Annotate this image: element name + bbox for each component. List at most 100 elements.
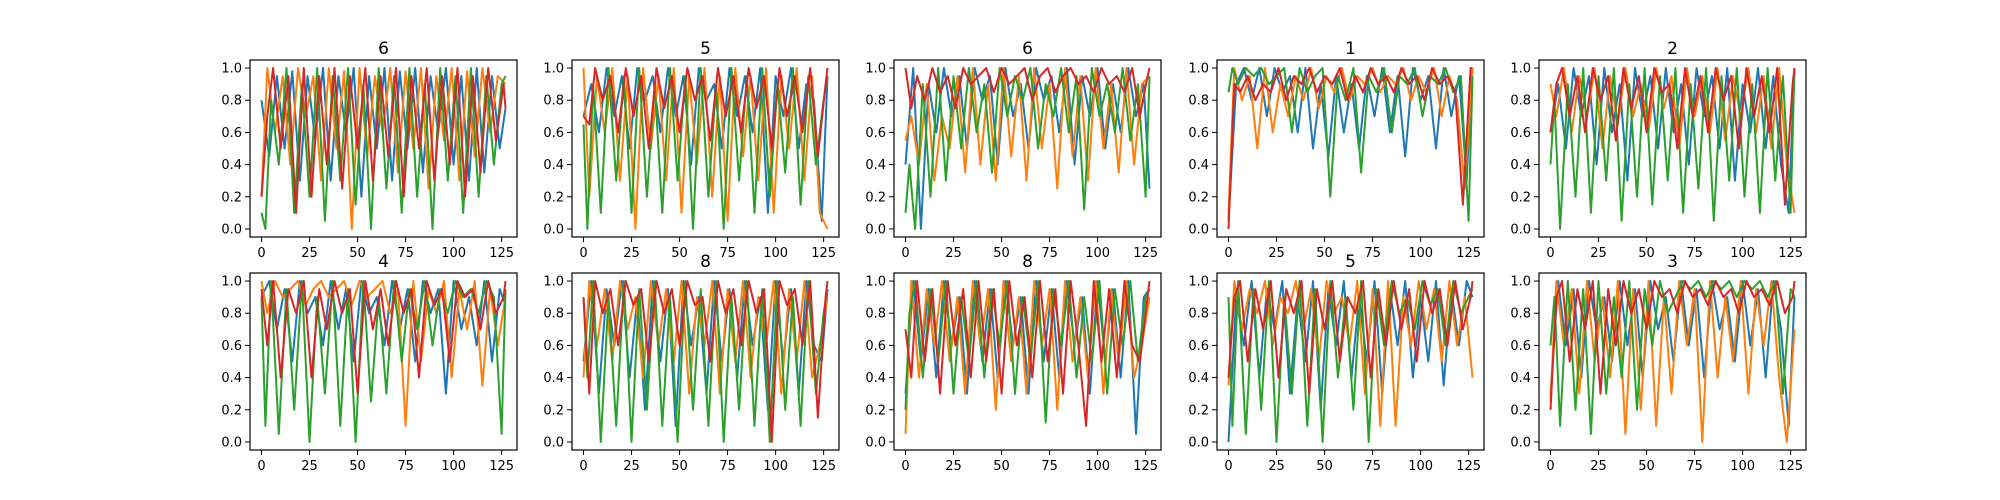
- subplot-title: 2: [1667, 39, 1678, 59]
- plot-frame: [249, 59, 518, 238]
- subplot-title: 1: [1345, 39, 1356, 59]
- series-line-4: [1549, 67, 1796, 206]
- series-line-1: [904, 67, 1151, 230]
- y-tick-label: 1.0: [543, 62, 564, 77]
- y-tick-label: 0.8: [1510, 307, 1531, 322]
- y-tick-label: 1.0: [1510, 275, 1531, 290]
- y-tick-label: 0.4: [865, 371, 886, 386]
- y-tick-label: 0.2: [1510, 403, 1531, 418]
- x-tick-label: 0: [1224, 459, 1232, 474]
- y-tick-label: 0.0: [1188, 435, 1209, 450]
- subplot-2: 0 25 50 75 100 125 0.0 0.2 0.4 0.6 0.8 1.0 5: [543, 39, 840, 261]
- x-tick-label: 25: [1268, 459, 1285, 474]
- y-tick-label: 0.8: [1188, 307, 1209, 322]
- y-tick-label: 0.2: [221, 403, 242, 418]
- series-line-3: [1227, 280, 1474, 443]
- y-tick-label: 0.8: [1188, 94, 1209, 109]
- x-tick-label: 75: [1364, 459, 1381, 474]
- y-tick-label: 0.6: [865, 339, 886, 354]
- x-tick-label: 25: [945, 246, 962, 261]
- subplot-7: 0 25 50 75 100 125 0.0 0.2 0.4 0.6 0.8 1.0 8: [543, 252, 840, 474]
- series-line-4: [582, 280, 829, 443]
- plot-frame: [571, 272, 840, 451]
- series-line-3: [582, 67, 829, 230]
- x-tick-label: 100: [1730, 459, 1755, 474]
- x-tick-label: 100: [1408, 459, 1433, 474]
- plot-frame: [1216, 59, 1485, 238]
- series-line-2: [582, 67, 829, 230]
- x-tick-label: 125: [1133, 246, 1158, 261]
- x-tick-label: 75: [397, 459, 414, 474]
- y-tick-label: 1.0: [1188, 62, 1209, 77]
- y-tick-label: 0.8: [543, 307, 564, 322]
- subplot-8: 0 25 50 75 100 125 0.0 0.2 0.4 0.6 0.8 1.0 8: [865, 252, 1162, 474]
- plot-frame: [1538, 272, 1807, 451]
- plot-frame: [571, 59, 840, 238]
- x-tick-label: 0: [579, 459, 587, 474]
- y-tick-label: 0.4: [221, 371, 242, 386]
- y-tick-label: 0.4: [1188, 158, 1209, 173]
- series-line-4: [260, 280, 507, 395]
- y-tick-label: 0.4: [221, 158, 242, 173]
- x-tick-label: 50: [349, 459, 366, 474]
- x-tick-label: 75: [397, 246, 414, 261]
- x-tick-label: 0: [1546, 459, 1554, 474]
- y-tick-label: 0.0: [1510, 222, 1531, 237]
- series-line-2: [904, 67, 1151, 190]
- x-tick-label: 100: [1408, 246, 1433, 261]
- series-line-3: [1227, 67, 1474, 222]
- x-tick-label: 75: [1041, 246, 1058, 261]
- series-line-3: [904, 280, 1151, 424]
- x-tick-label: 50: [993, 459, 1010, 474]
- series-line-3: [260, 280, 507, 443]
- y-tick-label: 1.0: [221, 62, 242, 77]
- x-tick-label: 125: [489, 459, 514, 474]
- x-tick-label: 50: [1638, 459, 1655, 474]
- x-tick-label: 125: [1133, 459, 1158, 474]
- y-tick-label: 0.0: [865, 222, 886, 237]
- x-tick-label: 25: [301, 246, 318, 261]
- series-line-4: [904, 67, 1151, 118]
- x-tick-label: 50: [1316, 246, 1333, 261]
- x-tick-label: 100: [441, 246, 466, 261]
- subplot-1: 0 25 50 75 100 125 0.0 0.2 0.4 0.6 0.8 1.0 6: [221, 39, 518, 261]
- y-tick-label: 0.2: [221, 190, 242, 205]
- x-tick-label: 50: [349, 246, 366, 261]
- y-tick-label: 1.0: [1510, 62, 1531, 77]
- x-tick-label: 25: [1590, 246, 1607, 261]
- y-tick-label: 0.0: [865, 435, 886, 450]
- x-tick-label: 125: [1456, 459, 1481, 474]
- subplot-title: 5: [1345, 252, 1356, 272]
- y-tick-label: 0.4: [543, 371, 564, 386]
- y-tick-label: 0.8: [221, 307, 242, 322]
- x-tick-label: 50: [1638, 246, 1655, 261]
- x-tick-label: 25: [623, 246, 640, 261]
- x-tick-label: 100: [1085, 246, 1110, 261]
- y-tick-label: 0.4: [1510, 371, 1531, 386]
- x-tick-label: 100: [763, 459, 788, 474]
- x-tick-label: 100: [763, 246, 788, 261]
- series-line-1: [1549, 67, 1796, 214]
- y-tick-label: 0.6: [865, 126, 886, 141]
- x-tick-label: 125: [1778, 459, 1803, 474]
- subplot-title: 6: [1022, 39, 1033, 59]
- y-tick-label: 0.6: [221, 126, 242, 141]
- x-tick-label: 100: [441, 459, 466, 474]
- subplot-title: 6: [378, 39, 389, 59]
- y-tick-label: 0.4: [1188, 371, 1209, 386]
- x-tick-label: 100: [1730, 246, 1755, 261]
- x-tick-label: 25: [623, 459, 640, 474]
- y-tick-label: 1.0: [1188, 275, 1209, 290]
- x-tick-label: 125: [1456, 246, 1481, 261]
- y-tick-label: 0.2: [1510, 190, 1531, 205]
- x-tick-label: 0: [257, 246, 265, 261]
- subplot-title: 5: [700, 39, 711, 59]
- subplot-title: 4: [378, 252, 389, 272]
- plot-frame: [1216, 272, 1485, 451]
- series-line-2: [1549, 280, 1796, 443]
- x-tick-label: 50: [993, 246, 1010, 261]
- series-line-4: [260, 67, 507, 214]
- y-tick-label: 0.8: [865, 307, 886, 322]
- x-tick-label: 75: [719, 459, 736, 474]
- x-tick-label: 100: [1085, 459, 1110, 474]
